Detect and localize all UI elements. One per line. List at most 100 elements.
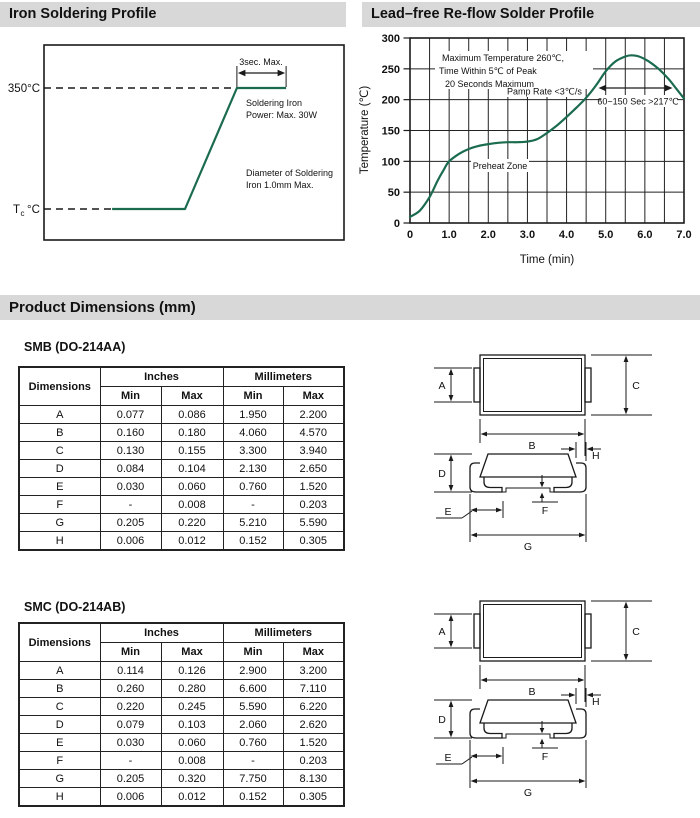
dimension-letters: A C B D H E F G: [438, 626, 640, 799]
dimension-letter: A: [18, 405, 101, 424]
smc-dimensions-table: Dimensions Inches Millimeters Min Max Mi…: [18, 622, 346, 807]
dimension-value: 2.620: [282, 715, 345, 734]
y-tick-label: 250: [382, 64, 400, 76]
dwell-arrowhead-left: [237, 69, 246, 77]
dimension-value: 2.130: [222, 459, 284, 478]
preheat-annotation-bg: [471, 159, 529, 172]
column-header-max: Max: [160, 642, 224, 662]
right-lead-outline: [553, 708, 587, 739]
left-lead-tab: [473, 613, 481, 649]
dwell-annotation-bg: [601, 95, 677, 107]
dimension-value: 0.030: [99, 733, 162, 752]
dimension-value: 0.305: [282, 787, 345, 807]
column-header-min: Min: [99, 642, 162, 662]
max-temp-annotation-line2: Time Within 5℃ of Peak: [439, 66, 537, 76]
dimension-value: 7.750: [222, 769, 284, 788]
table-row: D 0.079 0.103 2.060 2.620: [18, 715, 345, 734]
dimension-arrowheads: [448, 601, 629, 784]
dimension-value: 0.104: [160, 459, 224, 478]
dimension-value: 6.600: [222, 679, 284, 698]
dimension-letter: D: [18, 459, 101, 478]
iron-y-label-350: 350°C: [8, 83, 40, 95]
reflow-annotations: Maximum Temperature 260℃, Time Within 5℃…: [439, 53, 679, 171]
dim-label-d: D: [438, 714, 446, 726]
ramp-rate-annotation: Pamp Rate <3℃/s: [507, 87, 582, 97]
dimension-value: 0.008: [160, 751, 224, 770]
dimension-value: 3.200: [282, 661, 345, 680]
dimension-value: 6.220: [282, 697, 345, 716]
dim-label-e: E: [444, 752, 451, 764]
dimension-value: 0.220: [99, 697, 162, 716]
right-lead-tab: [584, 613, 592, 649]
dimension-value: 0.006: [99, 787, 162, 807]
dimension-value: 0.103: [160, 715, 224, 734]
table-row: E 0.030 0.060 0.760 1.520: [18, 477, 345, 496]
dimension-value: 5.590: [222, 697, 284, 716]
dimension-value: 3.940: [282, 441, 345, 460]
column-header-max: Max: [282, 642, 345, 662]
left-lead-outline: [469, 462, 503, 493]
table-row: E 0.030 0.060 0.760 1.520: [18, 733, 345, 752]
column-header-millimeters: Millimeters: [222, 622, 345, 643]
dimension-value: 0.086: [160, 405, 224, 424]
dim-label-a: A: [438, 380, 445, 392]
dimension-value: 0.079: [99, 715, 162, 734]
smb-package-diagram: A C B D H E F G: [420, 346, 695, 563]
dimension-value: 4.570: [282, 423, 345, 442]
dimension-letter: G: [18, 769, 101, 788]
table-row: F -0.008-0.203: [18, 751, 345, 770]
table-row: G 0.205 0.220 5.210 5.590: [18, 513, 345, 532]
product-dimensions-title: Product Dimensions (mm): [9, 299, 196, 316]
dimension-value: 0.060: [160, 477, 224, 496]
table-row: B 0.160 0.180 4.060 4.570: [18, 423, 345, 442]
right-lead-tab: [584, 367, 592, 403]
table-row: A 0.077 0.086 1.950 2.200: [18, 405, 345, 424]
dimension-value: 0.280: [160, 679, 224, 698]
smb-package-title: SMB (DO-214AA): [24, 340, 126, 354]
dimension-letter: C: [18, 441, 101, 460]
dimension-value: 1.950: [222, 405, 284, 424]
reflow-profile-section-header: Lead–free Re-flow Solder Profile: [362, 2, 700, 27]
dimension-value: -: [99, 495, 162, 514]
left-lead-outline: [469, 708, 503, 739]
preheat-zone-annotation: Preheat Zone: [473, 161, 528, 171]
dimension-value: 0.205: [99, 769, 162, 788]
x-tick-label: 1.0: [441, 229, 456, 241]
dimension-value: 8.130: [282, 769, 345, 788]
smb-table-head: Dimensions Inches Millimeters Min Max Mi…: [18, 366, 345, 406]
x-tick-label: 3.0: [520, 229, 535, 241]
dimension-letter: G: [18, 513, 101, 532]
dimension-value: 0.012: [160, 531, 224, 551]
dimension-letter: C: [18, 697, 101, 716]
dim-label-b: B: [528, 686, 535, 698]
package-outline-drawing: A C B D H E F G: [434, 354, 652, 553]
dwell-arrowhead-right: [665, 84, 673, 92]
dimension-value: 7.110: [282, 679, 345, 698]
package-top-view: [473, 354, 592, 416]
y-tick-label: 50: [388, 187, 400, 199]
reflow-solder-chart: Maximum Temperature 260℃, Time Within 5℃…: [359, 33, 692, 266]
dimension-value: 4.060: [222, 423, 284, 442]
dimension-value: 0.006: [99, 531, 162, 551]
reflow-axes: 0 50 100 150 200 250 300 0 1.0 2.0 3.0 4.0 5.0 6.0 7.0: [382, 33, 692, 241]
dimension-letter: H: [18, 531, 101, 551]
table-row: D 0.084 0.104 2.130 2.650: [18, 459, 345, 478]
dimension-value: 0.760: [222, 477, 284, 496]
column-header-dimensions: Dimensions: [18, 622, 101, 662]
max-temp-annotation-line1: Maximum Temperature 260℃,: [442, 53, 564, 63]
reflow-profile-curve: [408, 54, 686, 218]
table-row: B 0.260 0.280 6.600 7.110: [18, 679, 345, 698]
column-header-max: Max: [282, 386, 345, 406]
dimension-value: 1.520: [282, 477, 345, 496]
dimension-letter: B: [18, 423, 101, 442]
column-header-min: Min: [222, 642, 284, 662]
dimension-value: 0.220: [160, 513, 224, 532]
dimension-value: 5.210: [222, 513, 284, 532]
bottom-standoff-outline: [502, 487, 554, 493]
table-row: G 0.205 0.320 7.750 8.130: [18, 769, 345, 788]
y-tick-label: 150: [382, 126, 400, 138]
dimension-value: 0.084: [99, 459, 162, 478]
package-outline-drawing: A C B D H E F G: [434, 600, 652, 799]
body-outline-outer: [479, 600, 586, 662]
y-tick-label: 300: [382, 33, 400, 45]
